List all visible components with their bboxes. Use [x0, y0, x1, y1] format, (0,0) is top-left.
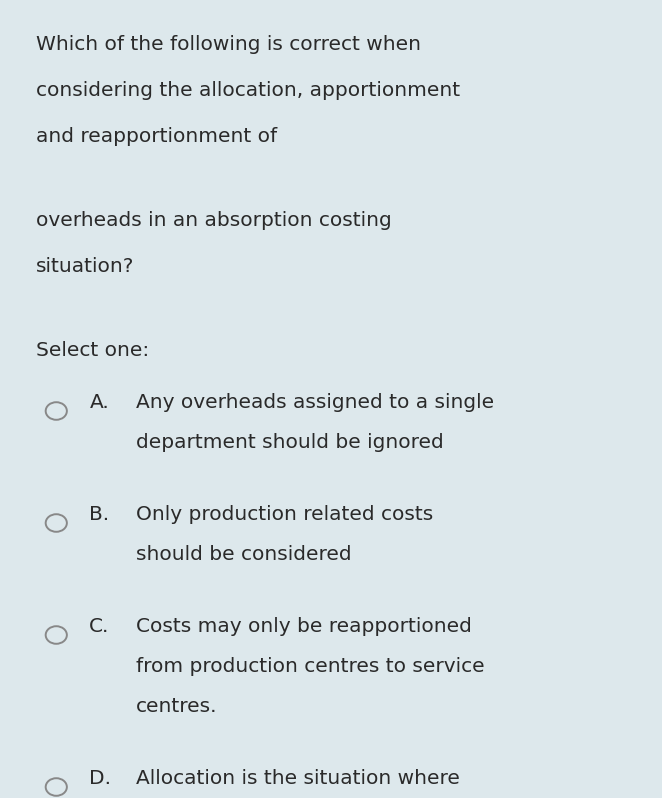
Text: considering the allocation, apportionment: considering the allocation, apportionmen… [36, 81, 460, 100]
Text: D.: D. [89, 769, 111, 788]
Text: A.: A. [89, 393, 109, 412]
Text: Select one:: Select one: [36, 341, 149, 360]
Text: Any overheads assigned to a single: Any overheads assigned to a single [136, 393, 494, 412]
Text: C.: C. [89, 617, 110, 636]
Text: from production centres to service: from production centres to service [136, 657, 485, 676]
Text: and reapportionment of: and reapportionment of [36, 127, 277, 146]
Text: department should be ignored: department should be ignored [136, 433, 444, 452]
Text: centres.: centres. [136, 697, 217, 716]
Text: Which of the following is correct when: Which of the following is correct when [36, 35, 421, 54]
Text: Allocation is the situation where: Allocation is the situation where [136, 769, 459, 788]
Text: should be considered: should be considered [136, 545, 352, 564]
Text: Only production related costs: Only production related costs [136, 505, 433, 524]
Text: overheads in an absorption costing: overheads in an absorption costing [36, 211, 391, 230]
Text: B.: B. [89, 505, 109, 524]
Text: Costs may only be reapportioned: Costs may only be reapportioned [136, 617, 471, 636]
Text: situation?: situation? [36, 257, 134, 276]
